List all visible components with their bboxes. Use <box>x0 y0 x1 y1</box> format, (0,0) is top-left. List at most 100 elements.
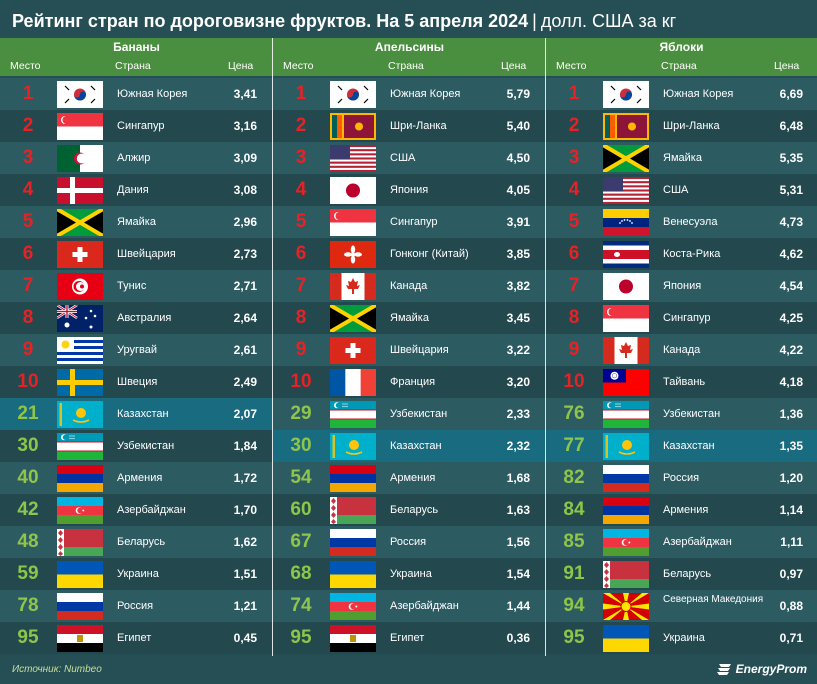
flag-az-icon <box>603 529 649 556</box>
price-value: 3,41 <box>233 87 257 101</box>
country-name: Тайвань <box>663 376 706 388</box>
flag-us-icon <box>330 145 376 172</box>
highlight-row-kazakhstan <box>0 398 273 430</box>
rank-number: 77 <box>563 435 585 456</box>
flag-us-icon <box>603 177 649 204</box>
flag-jp-icon <box>330 177 376 204</box>
country-name: Швеция <box>117 376 158 388</box>
flag-sg-icon <box>603 305 649 332</box>
flag-uz-icon <box>603 401 649 428</box>
price-value: 2,33 <box>506 407 530 421</box>
country-name: Гонконг (Китай) <box>390 248 469 260</box>
country-name: Шри-Ланка <box>390 120 447 132</box>
price-value: 5,40 <box>506 119 530 133</box>
flag-ua-icon <box>330 561 376 588</box>
rank-number: 3 <box>22 147 34 168</box>
price-value: 1,21 <box>233 599 257 613</box>
country-name: Россия <box>390 536 427 548</box>
country-name: Ямайка <box>663 152 702 164</box>
flag-am-icon <box>603 497 649 524</box>
country-name: Казахстан <box>663 440 715 452</box>
rank-number: 7 <box>22 275 34 296</box>
country-name: Россия <box>663 472 700 484</box>
price-value: 4,18 <box>779 375 803 389</box>
flag-tn-icon <box>57 273 103 300</box>
price-value: 3,20 <box>506 375 530 389</box>
flag-am-icon <box>57 465 103 492</box>
rank-number: 74 <box>290 595 312 616</box>
country-name: Япония <box>390 184 429 196</box>
flag-dz-icon <box>57 145 103 172</box>
price-value: 1,63 <box>506 503 530 517</box>
price-value: 2,96 <box>233 215 257 229</box>
price-value: 1,35 <box>779 439 803 453</box>
rank-number: 6 <box>568 243 580 264</box>
price-value: 0,36 <box>506 631 530 645</box>
price-value: 1,14 <box>779 503 803 517</box>
group-title: Яблоки <box>659 40 704 54</box>
group-header-1: Бананы Место Страна Цена <box>0 38 273 76</box>
flag-hk-icon <box>330 241 376 268</box>
rank-number: 95 <box>290 627 312 648</box>
flag-ca-icon <box>603 337 649 364</box>
rank-number: 10 <box>290 371 312 392</box>
price-value: 3,82 <box>506 279 530 293</box>
rank-number: 6 <box>22 243 34 264</box>
price-value: 4,05 <box>506 183 530 197</box>
price-value: 2,07 <box>233 407 257 421</box>
flag-ru-icon <box>330 529 376 556</box>
table-row <box>0 238 817 270</box>
chart-title: Рейтинг стран по дороговизне фруктов. На… <box>12 9 676 33</box>
price-value: 6,48 <box>779 119 803 133</box>
energyprom-logo-icon <box>716 664 731 675</box>
country-name: Япония <box>663 280 702 292</box>
rank-number: 95 <box>17 627 39 648</box>
price-value: 4,62 <box>779 247 803 261</box>
table-row <box>0 494 817 526</box>
rank-number: 2 <box>295 115 307 136</box>
rank-number: 3 <box>295 147 307 168</box>
title-main: Рейтинг стран по дороговизне фруктов. На… <box>12 11 529 31</box>
flag-ua-icon <box>603 625 649 652</box>
table-row <box>0 142 817 174</box>
flag-am-icon <box>330 465 376 492</box>
flag-sg-icon <box>57 113 103 140</box>
country-name: Украина <box>390 568 432 580</box>
flag-eg-icon <box>57 625 103 652</box>
rank-number: 59 <box>17 563 39 584</box>
flag-ch-icon <box>330 337 376 364</box>
brand-logo: EnergyProm <box>716 662 807 676</box>
rank-number: 4 <box>295 179 307 200</box>
country-name: Алжир <box>117 152 151 164</box>
price-value: 5,79 <box>506 87 530 101</box>
country-name: Северная Македония <box>663 594 764 605</box>
rank-number: 67 <box>290 531 312 552</box>
flag-by-icon <box>603 561 649 588</box>
price-value: 0,45 <box>233 631 257 645</box>
country-name: Франция <box>390 376 436 388</box>
flag-ru-icon <box>603 465 649 492</box>
source-note: Источник: Numbeo <box>12 664 102 675</box>
column-country-label: Страна <box>388 60 424 72</box>
flag-ch-icon <box>57 241 103 268</box>
column-country-label: Страна <box>661 60 697 72</box>
price-value: 3,09 <box>233 151 257 165</box>
rank-number: 10 <box>17 371 39 392</box>
price-value: 1,56 <box>506 535 530 549</box>
flag-ve-icon <box>603 209 649 236</box>
price-value: 5,31 <box>779 183 803 197</box>
country-name: Беларусь <box>390 504 439 516</box>
rank-number: 29 <box>290 403 312 424</box>
rank-number: 95 <box>563 627 585 648</box>
brand-name: EnergyProm <box>735 662 807 676</box>
price-value: 0,97 <box>779 567 803 581</box>
country-name: Австралия <box>117 312 172 324</box>
title-separator: | <box>532 11 537 31</box>
country-name: Сингапур <box>663 312 711 324</box>
column-price-label: Цена <box>228 60 254 72</box>
table-row <box>0 558 817 590</box>
rank-number: 8 <box>568 307 580 328</box>
country-name: Армения <box>663 504 709 516</box>
price-value: 1,84 <box>233 439 257 453</box>
country-name: Армения <box>117 472 163 484</box>
